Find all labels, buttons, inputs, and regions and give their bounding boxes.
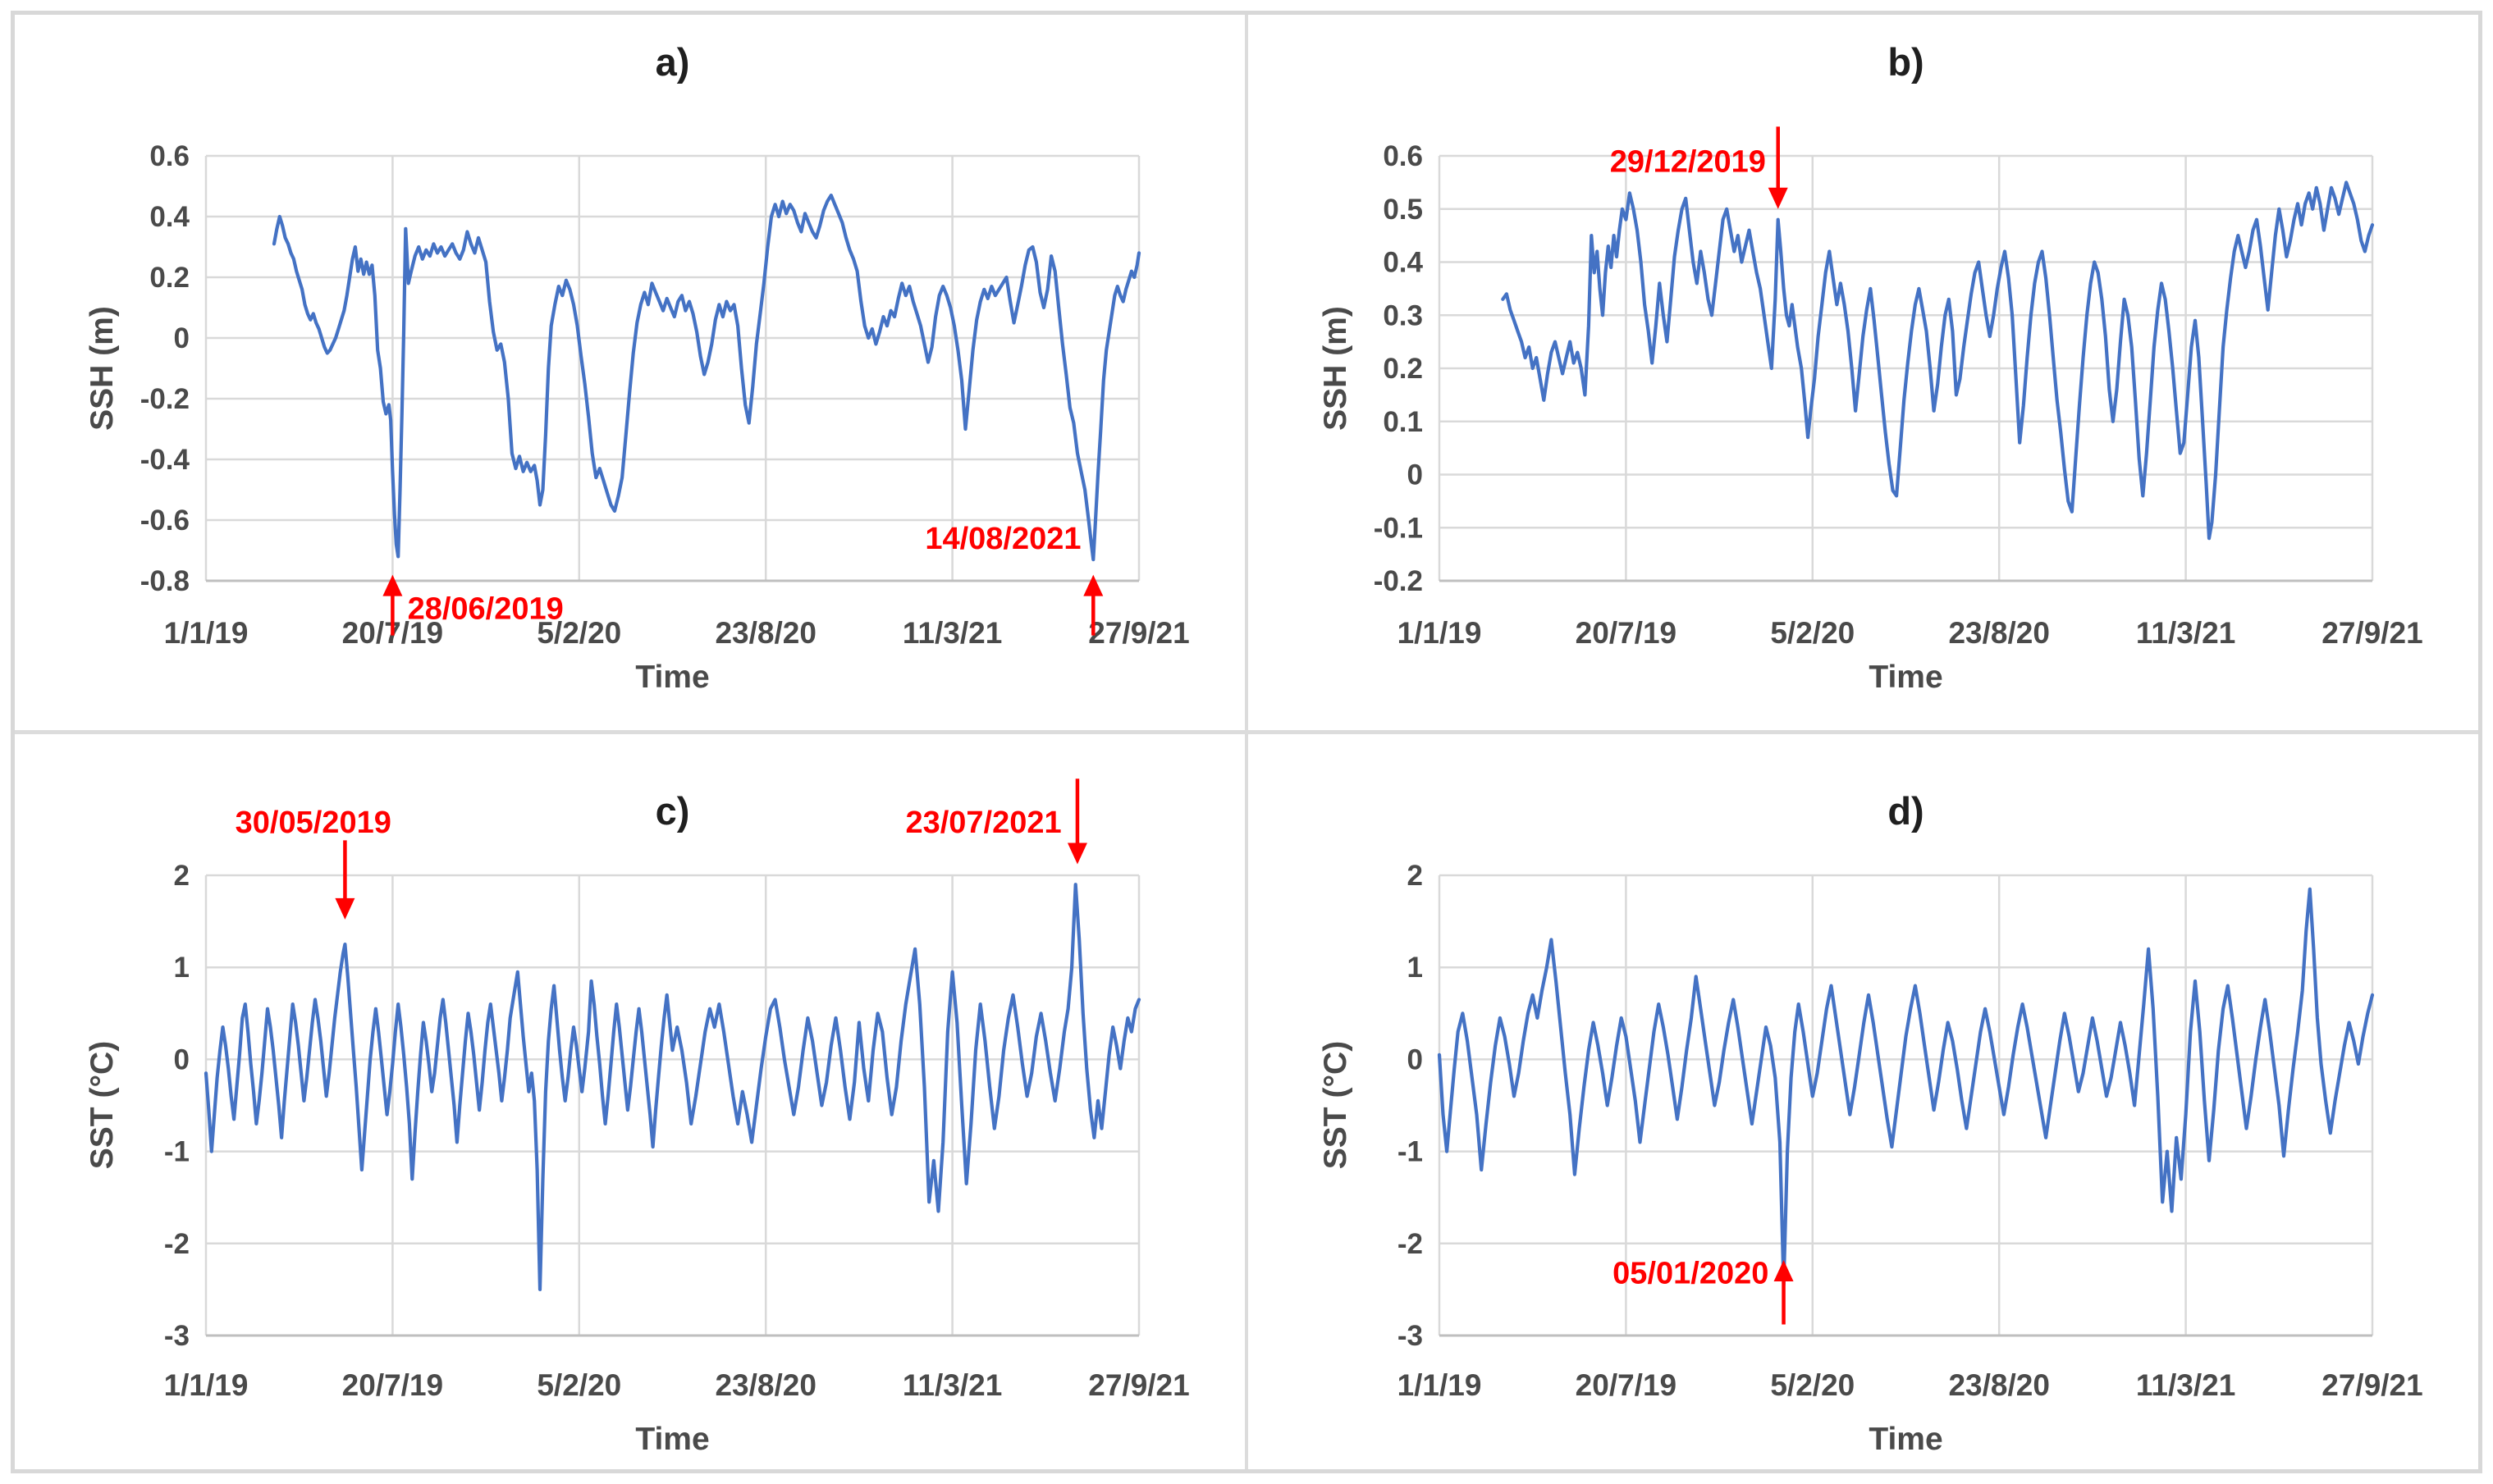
panel-a-title: a) — [655, 40, 690, 84]
y-tick-label: -3 — [1397, 1320, 1423, 1352]
panel-d: 2 1 0 -1 -2 -3 1/1/19 20/7/19 5/2/20 23/8/20 11/3/… — [1248, 734, 2478, 1469]
panel-c-title: c) — [655, 789, 690, 833]
y-tick-label: -0.2 — [140, 383, 190, 415]
y-tick-label: 0.1 — [1383, 406, 1423, 438]
y-tick-label: 0.2 — [149, 262, 190, 294]
x-tick-label: 1/1/19 — [1397, 1368, 1482, 1402]
annotation-arrow-head — [1067, 842, 1087, 865]
y-tick-label: -2 — [1397, 1228, 1423, 1260]
x-tick-label: 1/1/19 — [1397, 616, 1482, 650]
y-tick-label: -0.6 — [140, 505, 190, 537]
panel-d-plot: 2 1 0 -1 -2 -3 1/1/19 20/7/19 5/2/20 23/8/20 11/3/… — [1397, 860, 2423, 1402]
y-tick-label: -2 — [164, 1228, 190, 1260]
y-tick-label: 2 — [174, 860, 190, 892]
annotation-label: 30/05/2019 — [236, 806, 391, 840]
x-tick-label: 5/2/20 — [537, 616, 621, 650]
panel-a: 0.6 0.4 0.2 0 -0.2 -0.4 -0.6 -0.8 1/1/19 20/7/19 5… — [15, 15, 1245, 730]
panel-b-y-axis-title: SSH (m) — [1318, 306, 1353, 431]
panel-c-x-axis-title: Time — [635, 1422, 710, 1457]
x-tick-label: 20/7/19 — [1576, 1368, 1676, 1402]
panel-a-x-axis-title: Time — [635, 660, 710, 695]
annotation-label: 28/06/2019 — [408, 591, 564, 626]
annotation-label: 14/08/2021 — [925, 522, 1081, 556]
y-tick-label: 0.2 — [1383, 353, 1423, 385]
panel-divider-horizontal — [15, 730, 2478, 734]
annotation-arrow-head — [1768, 187, 1788, 209]
x-tick-label: 27/9/21 — [1088, 616, 1189, 650]
annotation-arrow-head — [1773, 1259, 1794, 1281]
annotation-arrow-head — [382, 574, 403, 596]
x-tick-label: 23/8/20 — [715, 616, 816, 650]
y-tick-label: -1 — [1397, 1136, 1423, 1168]
x-tick-label: 23/8/20 — [715, 1368, 816, 1402]
x-tick-label: 1/1/19 — [164, 616, 249, 650]
panel-b-x-axis-title: Time — [1869, 660, 1943, 695]
panel-c-y-axis-title: SST (°C) — [85, 1040, 120, 1170]
panel-b: 0.6 0.5 0.4 0.3 0.2 0.1 0 -0.1 -0.2 1/1/19 20/7/19… — [1248, 15, 2478, 730]
panel-d-y-axis-title: SST (°C) — [1318, 1040, 1353, 1170]
x-tick-label: 11/3/21 — [903, 616, 1002, 650]
panel-b-title: b) — [1887, 40, 1924, 84]
y-tick-label: 1 — [174, 952, 190, 984]
y-tick-label: 0.5 — [1383, 194, 1423, 226]
x-tick-label: 11/3/21 — [2136, 616, 2235, 650]
panel-d-x-axis-title: Time — [1869, 1422, 1943, 1457]
annotation-arrow-head — [335, 897, 355, 920]
annotation-arrow-head — [1083, 574, 1104, 596]
panel-a-y-axis-title: SSH (m) — [85, 306, 120, 431]
panel-b-plot: 0.6 0.5 0.4 0.3 0.2 0.1 0 -0.1 -0.2 1/1/19 20/7/19… — [1374, 126, 2423, 650]
y-tick-label: 0 — [174, 1043, 190, 1075]
y-tick-label: -3 — [164, 1320, 190, 1352]
y-tick-label: 0 — [1407, 1043, 1423, 1075]
ssh-series-line — [1501, 180, 2375, 541]
x-tick-label: 27/9/21 — [2321, 1368, 2422, 1402]
y-tick-label: 0.4 — [149, 201, 190, 233]
x-tick-label: 20/7/19 — [342, 1368, 443, 1402]
x-tick-label: 23/8/20 — [1948, 1368, 2049, 1402]
y-tick-label: 0.4 — [1383, 247, 1423, 279]
panel-c-plot: 2 1 0 -1 -2 -3 1/1/19 20/7/19 5/2/20 23/8/20 11/3/… — [164, 779, 1190, 1402]
y-tick-label: 1 — [1407, 952, 1423, 984]
annotation-label: 05/01/2020 — [1612, 1257, 1768, 1291]
y-tick-label: 0.6 — [1383, 140, 1423, 172]
y-tick-label: 0 — [174, 322, 190, 354]
x-tick-label: 27/9/21 — [1088, 1368, 1189, 1402]
annotation-label: 29/12/2019 — [1610, 144, 1766, 179]
panel-divider-vertical — [1245, 15, 1248, 1469]
x-tick-label: 27/9/21 — [2321, 616, 2422, 650]
y-tick-label: -0.1 — [1374, 512, 1423, 544]
panel-d-title: d) — [1887, 789, 1924, 833]
y-tick-label: -0.8 — [140, 565, 190, 597]
y-tick-label: 0 — [1407, 459, 1423, 491]
sst-series-line — [1437, 887, 2375, 1287]
annotation-label: 23/07/2021 — [905, 806, 1061, 840]
panel-c: 2 1 0 -1 -2 -3 1/1/19 20/7/19 5/2/20 23/8/20 11/3/… — [15, 734, 1245, 1469]
x-tick-label: 20/7/19 — [1576, 616, 1676, 650]
x-tick-label: 5/2/20 — [1770, 1368, 1855, 1402]
y-tick-label: -0.2 — [1374, 565, 1423, 597]
sst-series-line — [204, 883, 1141, 1292]
x-tick-label: 5/2/20 — [1770, 616, 1855, 650]
y-tick-label: 0.3 — [1383, 299, 1423, 331]
panel-a-plot: 0.60.40.20-0.2-0.4-0.6-0.81/1/19 20/7/19 5… — [140, 140, 1190, 650]
y-tick-label: 0.6 — [149, 140, 190, 172]
ssh-series-line — [272, 194, 1141, 562]
x-tick-label: 5/2/20 — [537, 1368, 621, 1402]
x-tick-label: 23/8/20 — [1948, 616, 2049, 650]
y-tick-label: -1 — [164, 1136, 190, 1168]
y-tick-label: 2 — [1407, 860, 1423, 892]
x-tick-label: 11/3/21 — [903, 1368, 1002, 1402]
x-tick-label: 11/3/21 — [2136, 1368, 2235, 1402]
x-tick-label: 1/1/19 — [164, 1368, 249, 1402]
y-tick-label: -0.4 — [140, 444, 190, 476]
